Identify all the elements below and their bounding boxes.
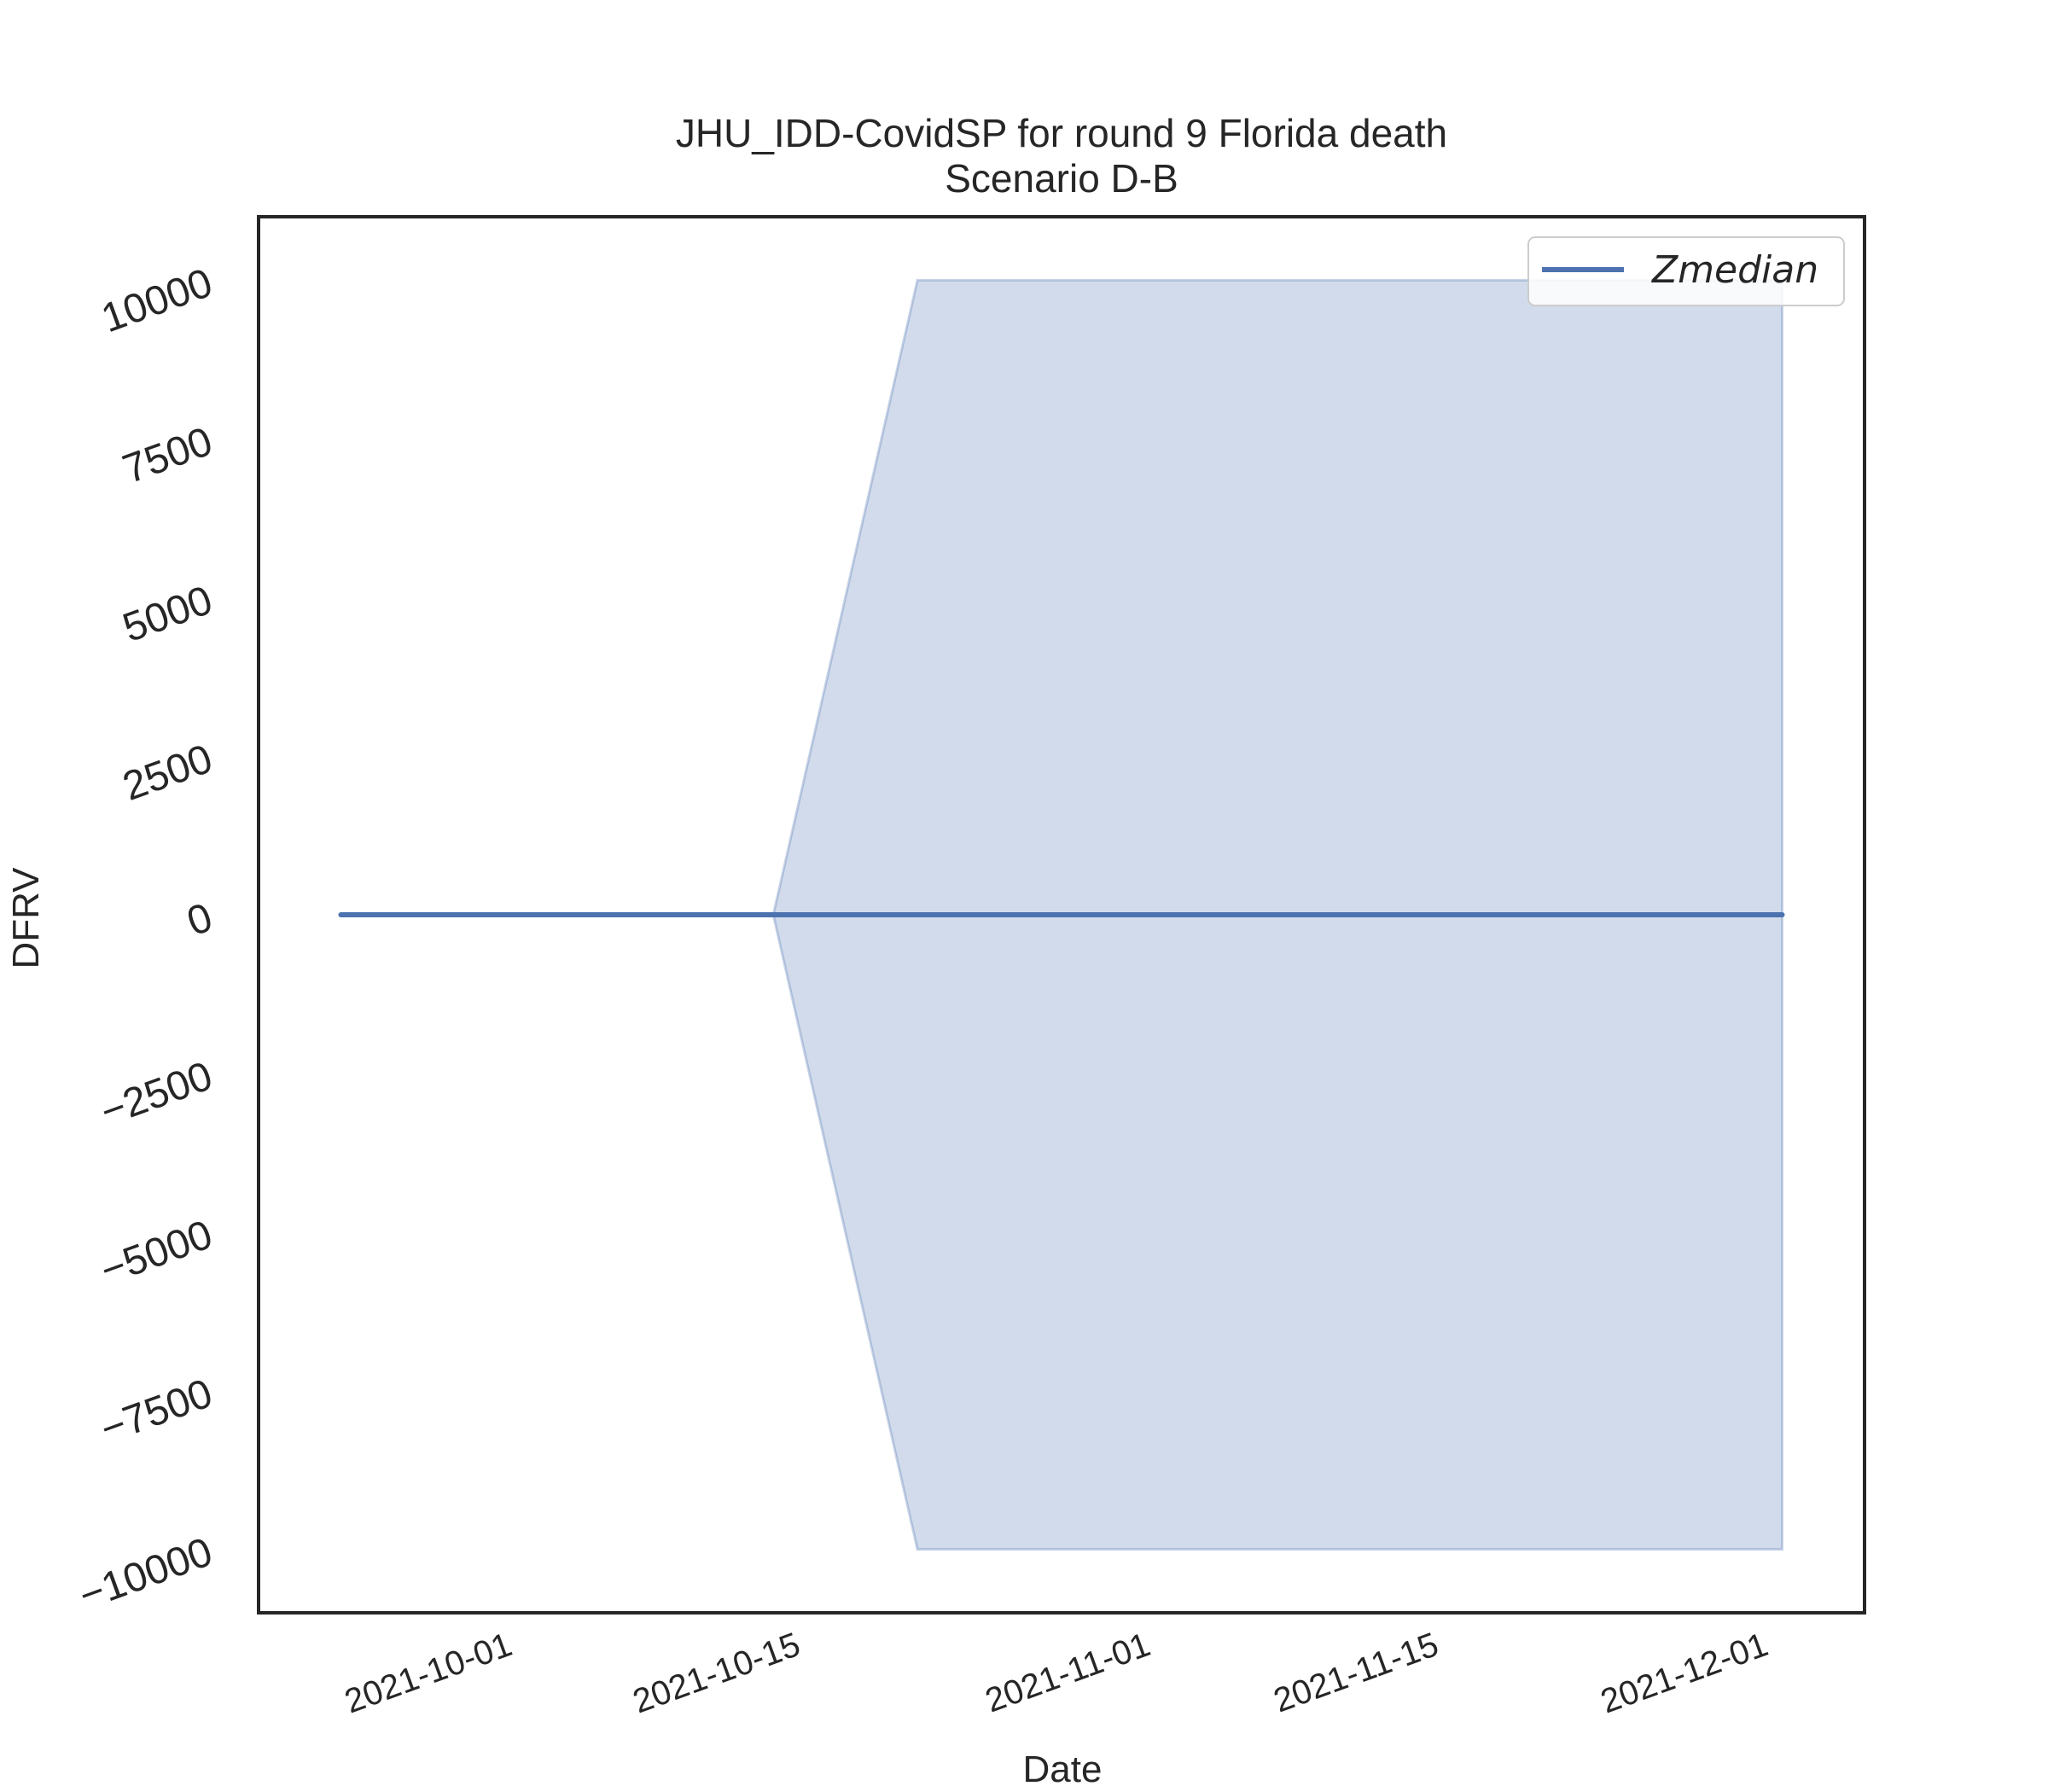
chart-subtitle: Scenario D-B bbox=[945, 156, 1178, 201]
x-tick-labels: 2021-10-01 2021-10-15 2021-11-01 2021-11-15… bbox=[340, 1626, 1772, 1720]
y-axis-label: DFRV bbox=[5, 867, 47, 969]
legend: Zmedian bbox=[1527, 236, 1845, 306]
x-tick-label: 2021-11-01 bbox=[980, 1626, 1155, 1719]
x-tick-label: 2021-10-01 bbox=[340, 1626, 516, 1720]
y-tick-label: 5000 bbox=[117, 578, 218, 651]
y-tick-labels: 10000 7500 5000 2500 0 −2500 −5000 −7500 −10000 bbox=[73, 260, 218, 1619]
x-axis-label: Date bbox=[1023, 1748, 1103, 1790]
y-tick-label: −10000 bbox=[73, 1529, 218, 1619]
y-tick-label: 2500 bbox=[117, 736, 218, 810]
y-tick-label: −2500 bbox=[95, 1053, 218, 1135]
y-tick-label: 10000 bbox=[96, 260, 218, 341]
legend-box bbox=[1527, 236, 1845, 306]
chart-title: JHU_IDD-CovidSP for round 9 Florida deat… bbox=[676, 111, 1447, 155]
x-tick-label: 2021-11-15 bbox=[1269, 1626, 1444, 1719]
plot-frame bbox=[257, 215, 1866, 1615]
y-tick-label: 7500 bbox=[117, 419, 218, 492]
y-tick-label: −7500 bbox=[95, 1370, 218, 1452]
x-tick-label: 2021-12-01 bbox=[1596, 1626, 1772, 1720]
legend-label: Zmedian bbox=[1651, 248, 1818, 292]
y-tick-label: 0 bbox=[182, 895, 218, 945]
y-tick-label: −5000 bbox=[95, 1212, 218, 1294]
x-tick-label: 2021-10-15 bbox=[628, 1626, 805, 1720]
